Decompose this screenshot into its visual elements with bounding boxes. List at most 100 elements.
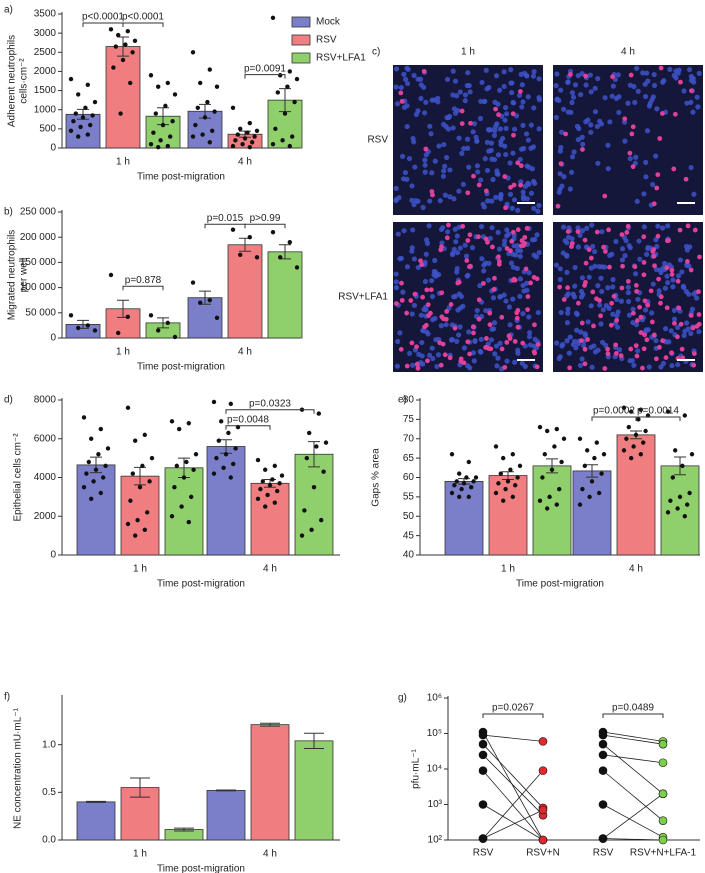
neutrophil (525, 294, 531, 299)
nucleus (430, 355, 436, 362)
nucleus (553, 82, 559, 89)
y-tick-label: 2500 (34, 47, 57, 58)
data-point (172, 484, 177, 490)
nucleus (640, 70, 646, 76)
legend-swatch (291, 34, 311, 46)
data-point (598, 739, 608, 749)
data-point (538, 835, 548, 845)
neutrophil (611, 293, 617, 299)
nucleus (570, 94, 577, 100)
data-point (214, 455, 219, 461)
nucleus (651, 71, 657, 78)
nucleus (519, 104, 525, 110)
x-tick-label: RSV (473, 848, 494, 859)
nucleus (478, 98, 484, 104)
bar (660, 465, 700, 556)
data-point (598, 834, 608, 843)
nucleus (423, 99, 429, 105)
legend-swatch (291, 16, 311, 28)
nucleus (436, 272, 442, 278)
neutrophil (630, 124, 636, 130)
nucleus (451, 196, 457, 202)
y-tick-label: 75 (403, 414, 415, 425)
data-point (92, 328, 98, 333)
nucleus (530, 178, 537, 184)
neutrophil (588, 255, 594, 261)
data-point (120, 57, 126, 63)
data-point (449, 490, 455, 496)
y-tick-label: 10⁴ (427, 764, 442, 775)
micrograph (553, 222, 703, 372)
nucleus (665, 223, 671, 229)
neutrophil (458, 358, 464, 364)
nucleus (515, 207, 521, 213)
nucleus (565, 306, 571, 312)
nucleus (566, 350, 572, 356)
data-point (207, 67, 212, 72)
nucleus (470, 129, 476, 135)
p-value: p<0.0001 (122, 12, 164, 23)
data-point (464, 475, 469, 480)
y-tick-label: 0 (50, 550, 56, 561)
nucleus (528, 122, 534, 128)
nucleus (630, 306, 636, 312)
data-point (278, 255, 283, 260)
nucleus (535, 309, 541, 316)
nucleus (494, 121, 500, 127)
nucleus (602, 264, 608, 270)
data-point (452, 483, 457, 488)
nucleus (406, 156, 413, 162)
data-point (153, 111, 158, 116)
nucleus (456, 291, 462, 297)
x-axis-label: Time post-migration (516, 579, 604, 590)
nucleus (531, 205, 537, 212)
neutrophil (476, 316, 482, 322)
nucleus (429, 345, 435, 351)
neutrophil (528, 280, 534, 286)
neutrophil (534, 276, 540, 282)
data-point (457, 471, 462, 476)
nucleus (465, 363, 471, 369)
nucleus (395, 338, 401, 345)
neutrophil (522, 234, 528, 240)
nucleus (575, 244, 581, 250)
data-point (133, 438, 138, 443)
nucleus (412, 164, 418, 170)
nucleus (507, 191, 514, 197)
data-point (290, 134, 295, 139)
nucleus (438, 323, 444, 329)
nucleus (450, 68, 456, 74)
data-point (195, 105, 200, 111)
neutrophil (423, 322, 429, 328)
neutrophil (503, 205, 508, 211)
bar (294, 453, 334, 556)
data-point (273, 126, 278, 132)
nucleus (491, 132, 498, 138)
y-axis-label: Adherent neutrophils (7, 35, 18, 127)
error-bar (308, 441, 320, 468)
data-point (258, 486, 263, 492)
nucleus (401, 71, 407, 77)
neutrophil (658, 65, 664, 71)
data-point (186, 421, 191, 426)
nucleus (442, 192, 448, 198)
nucleus (677, 257, 684, 263)
nucleus (497, 340, 503, 346)
data-point (118, 111, 123, 116)
neutrophil (404, 310, 410, 316)
neutrophil (688, 267, 694, 273)
data-point (68, 313, 74, 318)
nucleus (440, 224, 446, 231)
neutrophil (521, 243, 526, 248)
p-value: p=0.0091 (244, 63, 286, 74)
nucleus (588, 89, 594, 95)
nucleus (559, 129, 565, 135)
neutrophil (675, 334, 680, 340)
nucleus (491, 326, 497, 332)
data-point (255, 457, 261, 463)
nucleus (696, 70, 702, 76)
nucleus (632, 99, 638, 106)
nucleus (457, 89, 463, 95)
data-point (670, 475, 675, 480)
